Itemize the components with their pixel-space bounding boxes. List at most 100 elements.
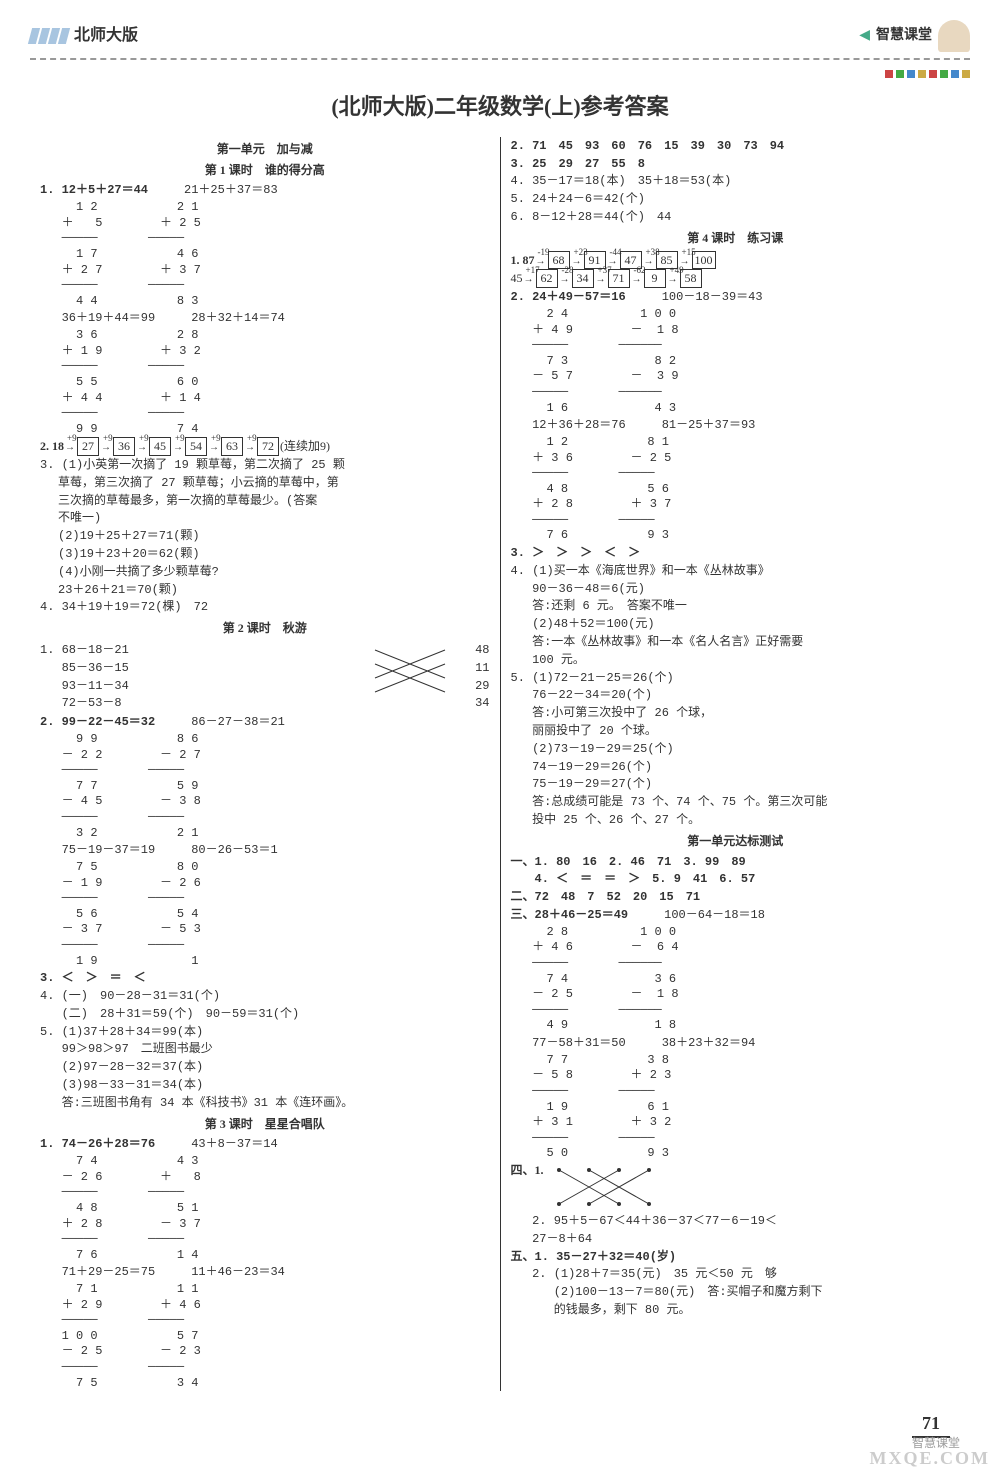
l4-q5-1b: 76－22－34＝20(个) [511, 687, 961, 704]
t1-calc2: 7 7 3 8 － 5 8 ＋ 2 3 ───── ───── 1 9 6 1 … [511, 1053, 961, 1162]
l2-calc2: 7 5 8 0 － 1 9 － 2 6 ───── ───── 5 6 5 4 … [40, 860, 490, 969]
l2-q1bv: 11 [450, 660, 490, 677]
l4-q5-a: 答:总成绩可能是 73 个、74 个、75 个。第三次可能 [511, 794, 961, 811]
l1-calc2: 3 6 2 8 ＋ 1 9 ＋ 3 2 ───── ───── 5 5 6 0 … [40, 328, 490, 437]
lesson1-title: 第 1 课时 谁的得分高 [40, 162, 490, 179]
cross-lines-icon [370, 643, 450, 699]
lesson2-title: 第 2 课时 秋游 [40, 620, 490, 637]
right-column: 2. 71 45 93 60 76 15 39 30 73 94 3. 25 2… [501, 137, 971, 1391]
t1-san-c: 77－58＋31＝50 [511, 1036, 626, 1050]
t1-san-d: 38＋23＋32＝94 [662, 1036, 756, 1050]
t1-er: 二、72 48 7 52 20 15 71 [511, 889, 961, 906]
l3-q5: 5. 24＋24－6＝42(个) [511, 191, 961, 208]
l1-q3-2: (2)19＋25＋27＝71(颗) [40, 528, 490, 545]
t1-san-a: 三、28＋46－25＝49 [511, 908, 629, 922]
l4-chain2: 45 +17→62-28→34+37→71-62→9+49→58 [511, 269, 961, 288]
t1-wu2c: 的钱最多，剩下 80 元。 [511, 1302, 961, 1319]
l3-q3: 3. 25 29 27 55 8 [511, 156, 961, 173]
chain-arrow: +9→ [173, 442, 183, 453]
l3-q4: 4. 35－17＝18(本) 35＋18＝53(本) [511, 173, 961, 190]
l1-calc1: 1 2 2 1 ＋ 5 ＋ 2 5 ───── ───── 1 7 4 6 ＋ … [40, 200, 490, 309]
l2-q2c: 75－19－37＝19 [40, 843, 155, 857]
t1-wu2: 2. (1)28＋7＝35(元) 35 元＜50 元 够 [511, 1266, 961, 1283]
l2-q2a: 2. 99－22－45＝32 [40, 715, 155, 729]
l3-q2: 2. 71 45 93 60 76 15 39 30 73 94 [511, 138, 961, 155]
chain-box: 45 [149, 437, 171, 456]
lesson3-title: 第 3 课时 星星合唱队 [40, 1116, 490, 1133]
chain-box: 27 [77, 437, 99, 456]
l4-q5-1: 5. (1)72－21－25＝26(个) [511, 670, 961, 687]
t1-san-b: 100－64－18＝18 [664, 908, 765, 922]
t1-yi: 一、1. 80 16 2. 46 71 3. 99 89 [511, 854, 961, 871]
l1-q1b: 21＋25＋37＝83 [184, 183, 278, 197]
l2-q5-a: 答:三班图书角有 34 本《科技书》31 本《连环画》。 [40, 1095, 490, 1112]
l4-q5-2: (2)73－19－29＝25(个) [511, 741, 961, 758]
l4-q2a: 2. 24＋49－57＝16 [511, 290, 626, 304]
l4-chain2-start: 45 [511, 270, 523, 287]
l2-q1dv: 34 [450, 695, 490, 712]
l1-q2-end: (连续加9) [280, 438, 330, 455]
l1-q3-4: (4)小刚一共摘了多少颗草莓? [40, 564, 490, 581]
header-right: ◀ 智慧课堂 [859, 20, 970, 52]
t1-si2b: 27－8＋64 [511, 1231, 961, 1248]
content-columns: 第一单元 加与减 第 1 课时 谁的得分高 1. 12＋5＋27＝44 21＋2… [30, 137, 970, 1391]
l4-q4-1c: 答:还剩 6 元。 答案不唯一 [511, 598, 961, 615]
l3-q1d: 11＋46－23＝34 [191, 1265, 285, 1279]
chain-box: 34 [572, 269, 594, 288]
l4-q5-1c: 答:小可第三次投中了 26 个球， [511, 705, 961, 722]
arrow-icon: ◀ [859, 26, 870, 46]
l4-calc2: 1 2 8 1 ＋ 3 6 － 2 5 ───── ───── 4 8 5 6 … [511, 435, 961, 544]
chain-box: 36 [113, 437, 135, 456]
t1-si-block: 四、1. [511, 1162, 961, 1212]
t1-wu2b: (2)100－13－7＝80(元) 答:买帽子和魔方剩下 [511, 1284, 961, 1301]
page-footer: 71 智慧课堂 [30, 1411, 970, 1461]
l2-q1a: 1. 68－18－21 [40, 642, 370, 659]
chain-arrow: -28→ [560, 274, 570, 285]
l2-q5-3: (3)98－33－31＝34(本) [40, 1077, 490, 1094]
l2-q1c: 93－11－34 [40, 678, 370, 695]
chain-arrow: +17→ [524, 274, 534, 285]
l3-q6: 6. 8－12＋28＝44(个) 44 [511, 209, 961, 226]
cross-lines-icon [544, 1162, 664, 1212]
l1-q1a: 1. 12＋5＋27＝44 [40, 183, 148, 197]
chain-box: 54 [185, 437, 207, 456]
l4-q4-2: (2)48＋52＝100(元) [511, 616, 961, 633]
chain-arrow: +9→ [65, 442, 75, 453]
l4-q4-2c: 100 元。 [511, 652, 961, 669]
l3-calc2: 7 1 1 1 ＋ 2 9 ＋ 4 6 ───── ───── 1 0 0 5 … [40, 1282, 490, 1391]
l2-q5-1: 5. (1)37＋28＋34＝99(本) [40, 1024, 490, 1041]
t1-wu1: 五、1. 35－27＋32＝40(岁) [511, 1249, 961, 1266]
l2-q5-1b: 99＞98＞97 二班图书最少 [40, 1041, 490, 1058]
l2-q4-2: (二) 28＋31＝59(个) 90－59＝31(个) [40, 1006, 490, 1023]
t1-si2: 2. 95＋5－67＜44＋36－37＜77－6－19＜ [511, 1213, 961, 1230]
l2-q2b: 86－27－38＝21 [191, 715, 285, 729]
left-column: 第一单元 加与减 第 1 课时 谁的得分高 1. 12＋5＋27＝44 21＋2… [30, 137, 501, 1391]
l4-calc1: 2 4 1 0 0 ＋ 4 9 － 1 8 ───── ────── 7 3 8… [511, 307, 961, 416]
l1-q3-1d: 不唯一) [40, 510, 490, 527]
slogan-text: 智慧课堂 [876, 26, 932, 46]
l1-q2b: 28＋32＋14＝74 [191, 311, 285, 325]
l3-q1c: 71＋29－25＝75 [40, 1265, 155, 1279]
t1-si: 四、1. [511, 1162, 544, 1179]
unit-title: 第一单元 加与减 [40, 141, 490, 158]
test1-title: 第一单元达标测试 [511, 833, 961, 850]
l1-q2a: 36＋19＋44＝99 [40, 311, 155, 325]
l4-q5-2c: 75－19－29＝27(个) [511, 776, 961, 793]
chain-arrow: +9→ [245, 442, 255, 453]
l4-q4-1: 4. (1)买一本《海底世界》和一本《丛林故事》 [511, 563, 961, 580]
page: 北师大版 ◀ 智慧课堂 (北师大版)二年级数学(上)参考答案 第一单元 加与减 … [0, 0, 1000, 1481]
l1-q4: 4. 34＋19＋19＝72(棵) 72 [40, 599, 490, 616]
l4-q5-ab: 投中 25 个、26 个、27 个。 [511, 812, 961, 829]
l1-q3-1: 3. (1)小英第一次摘了 19 颗草莓，第二次摘了 25 颗 [40, 457, 490, 474]
chain-arrow: +37→ [596, 274, 606, 285]
chain-arrow: +9→ [101, 442, 111, 453]
l1-q3-4b: 23＋26＋21＝70(颗) [40, 582, 490, 599]
main-title: (北师大版)二年级数学(上)参考答案 [30, 92, 970, 123]
l4-q4-1b: 90－36－48＝6(元) [511, 581, 961, 598]
l1-q3-1c: 三次摘的草莓最多，第一次摘的草莓最少。(答案 [40, 493, 490, 510]
l2-q1av: 48 [450, 642, 490, 659]
header-left: 北师大版 [30, 25, 138, 47]
hash-decoration [30, 28, 68, 44]
watermark: MXQE.COM [870, 1446, 990, 1471]
t1-calc1: 2 8 1 0 0 ＋ 4 6 － 6 4 ───── ────── 7 4 3… [511, 925, 961, 1034]
